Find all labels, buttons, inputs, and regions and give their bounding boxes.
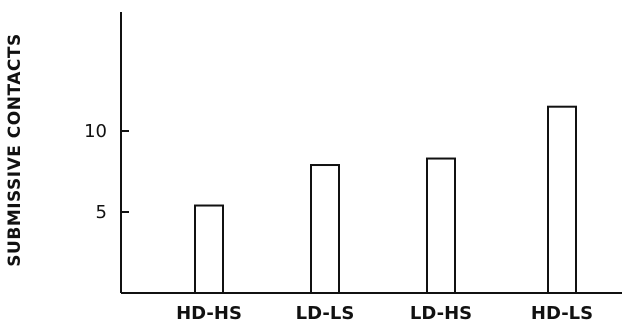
x-tick-label: HD-LS: [531, 303, 593, 324]
y-tick-label: 5: [96, 202, 107, 223]
x-tick-label: LD-LS: [296, 303, 355, 324]
y-tick-label: 10: [84, 121, 107, 142]
y-ticks: 5 10: [84, 121, 129, 223]
x-tick-labels: HD-HS LD-LS LD-HS HD-LS: [176, 303, 593, 324]
bar-ld-hs: [426, 157, 456, 294]
bar-ld-ls: [310, 164, 340, 295]
bars: [194, 105, 577, 295]
x-tick-label: HD-HS: [176, 303, 242, 324]
bar-hd-ls: [547, 105, 577, 294]
bar-hd-hs: [194, 204, 224, 295]
x-tick-label: LD-HS: [410, 303, 472, 324]
y-axis-title: SUBMISSIVE CONTACTS: [5, 33, 25, 266]
